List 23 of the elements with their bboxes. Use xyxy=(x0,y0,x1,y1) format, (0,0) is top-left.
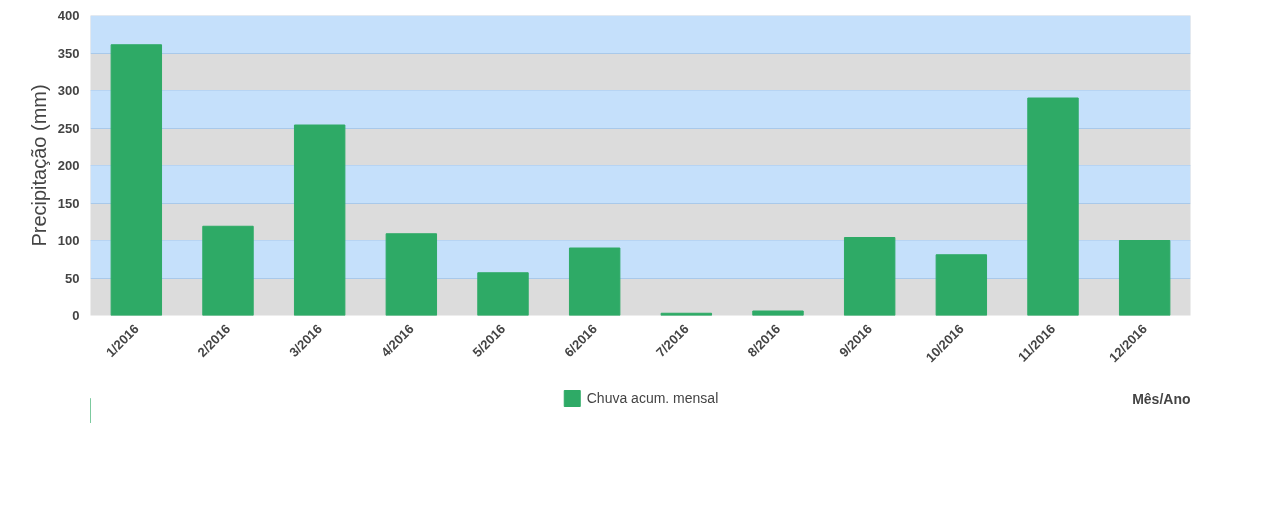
y-axis-title: Precipitação (mm) xyxy=(27,84,50,247)
bar xyxy=(293,124,346,316)
y-tick-label: 50 xyxy=(65,270,80,286)
bar xyxy=(385,233,438,316)
y-tick-label: 0 xyxy=(72,308,80,323)
y-tick-label: 350 xyxy=(57,45,80,61)
bar xyxy=(477,272,529,316)
bar xyxy=(568,247,621,316)
bar xyxy=(752,310,804,316)
bar xyxy=(1027,97,1079,316)
y-tick-label: 200 xyxy=(57,158,80,173)
bar xyxy=(110,44,163,316)
bar xyxy=(1118,240,1171,316)
bar xyxy=(843,237,896,316)
y-tick-label: 400 xyxy=(57,8,80,23)
y-tick-label: 250 xyxy=(57,120,80,136)
bar xyxy=(202,225,254,316)
x-axis-title: Mês/Ano xyxy=(1132,390,1191,407)
legend-label: Chuva acum. mensal xyxy=(586,390,719,406)
y-tick-label: 150 xyxy=(57,195,80,211)
y-tick-label: 300 xyxy=(57,83,80,98)
y-tick-label: 100 xyxy=(57,233,80,248)
bar xyxy=(935,254,988,316)
